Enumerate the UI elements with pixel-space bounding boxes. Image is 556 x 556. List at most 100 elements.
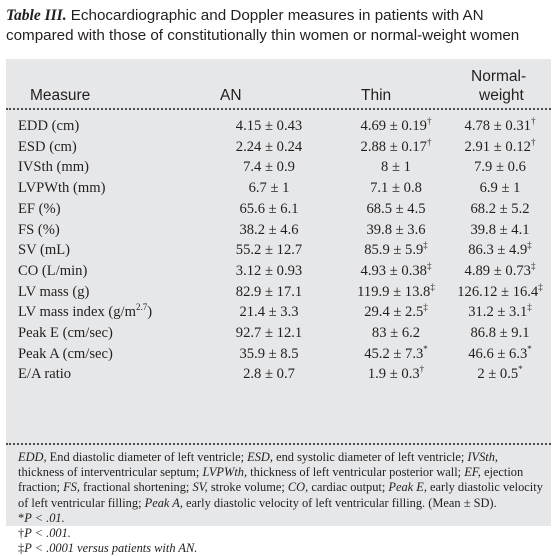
cell-an: 38.2 ± 4.6 bbox=[239, 221, 299, 238]
table-row: LVPWth (mm) 6.7 ± 1 7.1 ± 0.8 6.9 ± 1 bbox=[6, 178, 551, 199]
abbr-term: FS, bbox=[63, 480, 80, 495]
cell-thin: 4.93 ± 0.38‡ bbox=[360, 260, 432, 279]
cell-normal: 31.2 ± 3.1‡ bbox=[468, 302, 532, 321]
abbr-definition: ejection fraction; bbox=[18, 465, 524, 495]
cell-measure: Peak E (cm/sec) bbox=[18, 325, 113, 341]
cell-thin: 68.5 ± 4.5 bbox=[366, 200, 426, 217]
abbr-definition: End diastolic diameter of left ventricle… bbox=[46, 450, 248, 464]
cell-an: 4.15 ± 0.43 bbox=[235, 118, 303, 134]
significance-notes: *P < .01. †P < .001. ‡P < .0001 versus pat… bbox=[18, 511, 546, 556]
table-row: SV (mL) 55.2 ± 12.7 85.9 ± 5.9‡ 86.3 ± 4.9‡ bbox=[6, 240, 551, 261]
abbreviations-note: EDD, End diastolic diameter of left vent… bbox=[18, 450, 546, 511]
table-footnotes: EDD, End diastolic diameter of left vent… bbox=[18, 450, 546, 556]
cell-measure: ESD (cm) bbox=[18, 138, 77, 155]
header-normal-line1: Normal- bbox=[471, 68, 527, 85]
significance-mark: † bbox=[426, 116, 432, 126]
cell-an: 6.7 ± 1 bbox=[248, 180, 290, 197]
table-panel: Measure AN Thin Normal- weight EDD (cm) 4… bbox=[6, 59, 551, 555]
cell-an: 3.12 ± 0.93 bbox=[235, 262, 303, 279]
abbr-term: CO, bbox=[287, 480, 309, 495]
cell-an: 21.4 ± 3.3 bbox=[239, 304, 299, 321]
abbr-term: LVPWth, bbox=[202, 465, 248, 480]
header-measure: Measure bbox=[30, 87, 91, 104]
table-row: EDD (cm) 4.15 ± 0.43 4.69 ± 0.19† 4.78 ± 0.… bbox=[6, 116, 551, 137]
caption-text: Echocardiographic and Doppler measures i… bbox=[6, 7, 520, 44]
significance-mark: ‡ bbox=[423, 302, 428, 313]
cell-normal: 126.12 ± 16.4‡ bbox=[457, 281, 543, 300]
table-row: LV mass index (g/m2.7) 21.4 ± 3.3 29.4 ± 2… bbox=[6, 302, 551, 323]
cell-an: 7.4 ± 0.9 bbox=[243, 159, 295, 176]
significance-mark: † bbox=[419, 364, 425, 375]
abbr-term: EDD, bbox=[18, 450, 47, 464]
abbr-definition: end systolic diameter of left ventricle; bbox=[272, 450, 468, 464]
header-thin: Thin bbox=[361, 87, 392, 104]
table-caption: Table III. Echocardiographic and Doppler… bbox=[6, 6, 551, 46]
cell-an: 82.9 ± 17.1 bbox=[235, 283, 303, 300]
header-normal-line2: weight bbox=[479, 87, 524, 104]
cell-normal: 68.2 ± 5.2 bbox=[470, 200, 530, 217]
abbr-term: SV, bbox=[192, 480, 208, 495]
cell-thin: 39.8 ± 3.6 bbox=[366, 221, 426, 238]
abbr-definition: thickness of interventricular septum; bbox=[18, 465, 203, 480]
cell-measure: Peak A (cm/sec) bbox=[18, 345, 113, 362]
header-divider bbox=[6, 108, 551, 110]
cell-measure: IVSth (mm) bbox=[18, 159, 89, 176]
table-row: E/A ratio 2.8 ± 0.7 1.9 ± 0.3† 2 ± 0.5* bbox=[6, 364, 551, 385]
significance-mark: ‡ bbox=[527, 240, 532, 251]
abbr-term: ESD, bbox=[247, 450, 273, 464]
abbr-definition: early diastolic velocity of left ventric… bbox=[18, 480, 543, 510]
significance-mark: ‡ bbox=[430, 281, 435, 292]
significance-mark: ‡ bbox=[423, 240, 428, 251]
significance-mark: † bbox=[530, 116, 536, 126]
cell-normal: 86.8 ± 9.1 bbox=[470, 325, 530, 341]
cell-normal: 4.89 ± 0.73‡ bbox=[464, 260, 536, 279]
table-row: CO (L/min) 3.12 ± 0.93 4.93 ± 0.38‡ 4.89 ± … bbox=[6, 261, 551, 282]
cell-an: 35.9 ± 8.5 bbox=[239, 345, 299, 362]
significance-mark: * bbox=[423, 343, 428, 354]
cell-thin: 45.2 ± 7.3* bbox=[364, 343, 428, 362]
cell-measure: LVPWth (mm) bbox=[18, 180, 106, 197]
cell-thin: 83 ± 6.2 bbox=[371, 325, 421, 341]
cell-measure: FS (%) bbox=[18, 221, 60, 238]
cell-normal: 4.78 ± 0.31† bbox=[464, 116, 536, 135]
abbr-definition: cardiac output; bbox=[308, 480, 389, 495]
cell-an: 2.8 ± 0.7 bbox=[243, 366, 295, 383]
significance-mark: * bbox=[518, 364, 523, 375]
cell-thin: 29.4 ± 2.5‡ bbox=[364, 302, 428, 321]
table-row: IVSth (mm) 7.4 ± 0.9 8 ± 1 7.9 ± 0.6 bbox=[6, 157, 551, 178]
cell-thin: 119.9 ± 13.8‡ bbox=[357, 281, 435, 300]
cell-thin: 1.9 ± 0.3† bbox=[367, 364, 425, 383]
abbr-term: EF, bbox=[464, 465, 481, 480]
p-value-note: †P < .001. bbox=[18, 526, 71, 541]
abbr-term: Peak E, bbox=[388, 480, 427, 495]
cell-measure: LV mass index (g/m2.7) bbox=[18, 302, 153, 321]
table-row: Peak E (cm/sec) 92.7 ± 12.1 83 ± 6.2 86.8 ±… bbox=[6, 323, 551, 344]
cell-normal: 39.8 ± 4.1 bbox=[470, 221, 530, 238]
cell-an: 55.2 ± 12.7 bbox=[235, 242, 303, 259]
table-row: EF (%) 65.6 ± 6.1 68.5 ± 4.5 68.2 ± 5.2 bbox=[6, 199, 551, 220]
cell-normal: 86.3 ± 4.9‡ bbox=[468, 240, 532, 259]
cell-normal: 2 ± 0.5* bbox=[477, 364, 523, 383]
cell-measure: CO (L/min) bbox=[18, 262, 88, 279]
table-row: LV mass (g) 82.9 ± 17.1 119.9 ± 13.8‡ 126.1… bbox=[6, 282, 551, 303]
footer-divider bbox=[6, 443, 551, 445]
significance-mark: † bbox=[426, 136, 432, 147]
cell-measure: LV mass (g) bbox=[18, 283, 90, 300]
abbr-term: IVSth, bbox=[467, 450, 499, 464]
cell-normal: 7.9 ± 0.6 bbox=[474, 159, 526, 176]
abbr-definition: stroke volume; bbox=[207, 480, 288, 495]
significance-mark: * bbox=[527, 343, 532, 354]
table-label: Table III. bbox=[6, 7, 67, 24]
abbr-definition: early diastolic velocity of left ventric… bbox=[182, 495, 497, 510]
significance-mark: † bbox=[530, 136, 536, 147]
significance-mark: ‡ bbox=[530, 260, 536, 271]
cell-measure: E/A ratio bbox=[18, 366, 72, 383]
table-header: Measure AN Thin Normal- weight bbox=[6, 59, 551, 109]
abbr-definition: thickness of left ventricular posterior … bbox=[247, 465, 465, 480]
cell-measure: EDD (cm) bbox=[18, 118, 80, 134]
significance-mark: ‡ bbox=[527, 302, 532, 313]
cell-thin: 8 ± 1 bbox=[381, 159, 411, 176]
cell-normal: 46.6 ± 6.3* bbox=[468, 343, 532, 362]
cell-an: 92.7 ± 12.1 bbox=[235, 325, 303, 341]
cell-measure: SV (mL) bbox=[18, 242, 71, 259]
